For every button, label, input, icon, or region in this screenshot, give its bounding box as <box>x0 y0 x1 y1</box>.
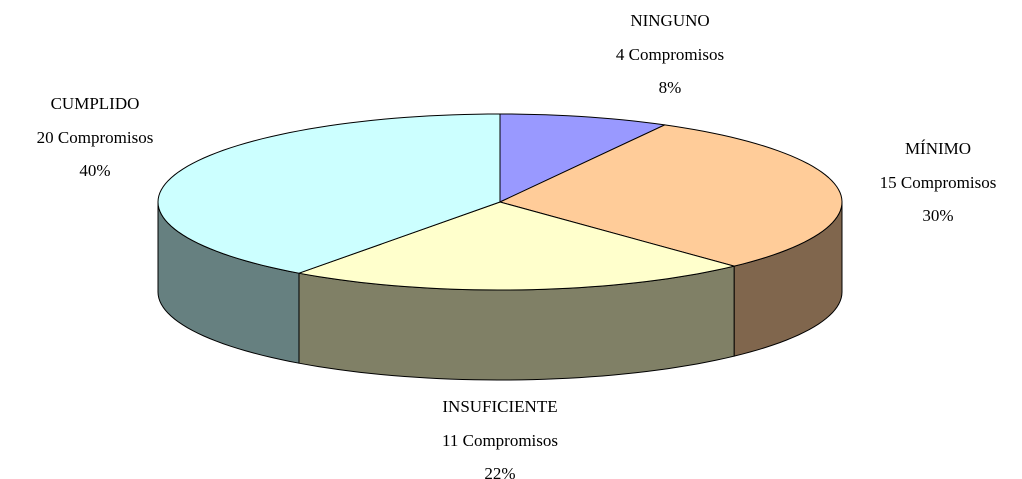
slice <box>499 113 666 203</box>
slice <box>298 201 735 291</box>
count-label: 20 Compromisos <box>37 128 154 147</box>
slice <box>157 113 501 274</box>
count-label: 4 Compromisos <box>616 45 724 64</box>
value-label: 22% <box>484 464 515 479</box>
value-label: 40% <box>79 161 110 180</box>
value-label: 30% <box>922 206 953 225</box>
count-label: 15 Compromisos <box>880 173 997 192</box>
value-label: 8% <box>659 78 682 97</box>
slice-label: NINGUNO <box>630 11 709 30</box>
slice <box>499 124 843 267</box>
slice-label: CUMPLIDO <box>51 94 140 113</box>
slice-label: MÍNIMO <box>905 139 971 158</box>
slice-label: INSUFICIENTE <box>442 397 557 416</box>
count-label: 11 Compromisos <box>442 431 558 450</box>
